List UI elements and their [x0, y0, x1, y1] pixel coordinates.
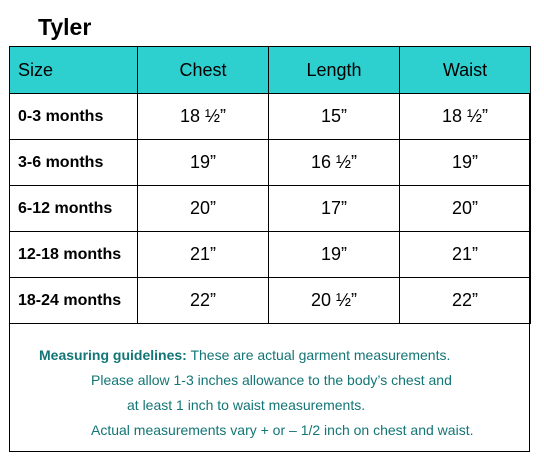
column-header-size: Size — [9, 46, 138, 94]
length-cell: 17” — [268, 185, 400, 232]
table-row: 18-24 months 22” 20 ½” 22” — [9, 277, 531, 324]
waist-cell: 19” — [399, 139, 531, 186]
chest-cell: 18 ½” — [137, 93, 269, 140]
guidelines-line-2: Please allow 1-3 inches allowance to the… — [91, 372, 452, 388]
waist-cell: 22” — [399, 277, 531, 324]
waist-cell: 18 ½” — [399, 93, 531, 140]
column-header-length: Length — [268, 46, 400, 94]
length-cell: 20 ½” — [268, 277, 400, 324]
waist-cell: 20” — [399, 185, 531, 232]
chest-cell: 19” — [137, 139, 269, 186]
table-row: 12-18 months 21” 19” 21” — [9, 231, 531, 278]
table-row: 0-3 months 18 ½” 15” 18 ½” — [9, 93, 531, 140]
guidelines-text-1: These are actual garment measurements. — [186, 347, 451, 363]
size-cell: 0-3 months — [9, 93, 138, 140]
guidelines-line-4: Actual measurements vary + or – 1/2 inch… — [91, 422, 474, 438]
length-cell: 15” — [268, 93, 400, 140]
table-row: 3-6 months 19” 16 ½” 19” — [9, 139, 531, 186]
table-header-row: Size Chest Length Waist — [9, 46, 531, 94]
page-title: Tyler — [38, 14, 92, 40]
length-cell: 19” — [268, 231, 400, 278]
length-cell: 16 ½” — [268, 139, 400, 186]
guidelines-line-1: Measuring guidelines: These are actual g… — [39, 346, 450, 364]
measuring-guidelines: Measuring guidelines: These are actual g… — [9, 323, 530, 451]
size-cell: 6-12 months — [9, 185, 138, 232]
guidelines-line-3: at least 1 inch to waist measurements. — [127, 397, 366, 413]
guidelines-label: Measuring guidelines: — [39, 347, 187, 363]
column-header-waist: Waist — [399, 46, 531, 94]
chest-cell: 21” — [137, 231, 269, 278]
waist-cell: 21” — [399, 231, 531, 278]
size-cell: 18-24 months — [9, 277, 138, 324]
chest-cell: 20” — [137, 185, 269, 232]
size-cell: 12-18 months — [9, 231, 138, 278]
size-cell: 3-6 months — [9, 139, 138, 186]
chest-cell: 22” — [137, 277, 269, 324]
table-row: 6-12 months 20” 17” 20” — [9, 185, 531, 232]
size-chart-table: Size Chest Length Waist 0-3 months 18 ½”… — [9, 46, 531, 324]
column-header-chest: Chest — [137, 46, 269, 94]
